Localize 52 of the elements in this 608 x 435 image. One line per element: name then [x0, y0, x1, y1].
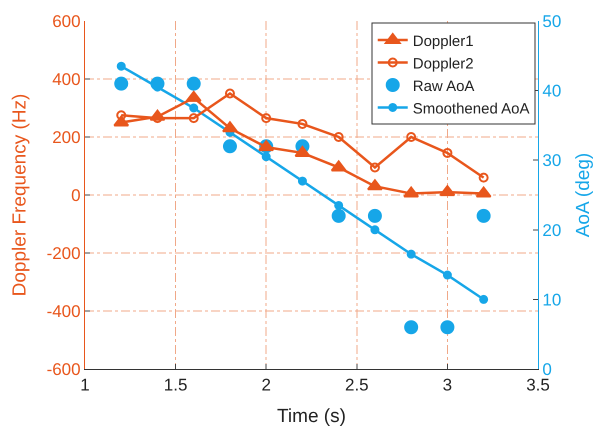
point — [332, 208, 346, 223]
point — [114, 76, 128, 91]
point — [442, 270, 452, 280]
legend-label: Doppler2 — [412, 55, 474, 72]
y2-axis-title: AoA (deg) — [573, 152, 594, 238]
y2-tick-label: 30 — [542, 151, 562, 170]
point — [186, 76, 201, 91]
x-tick-label: 3 — [442, 375, 452, 394]
x-axis-title: Time (s) — [277, 406, 346, 428]
x-tick-label: 2.5 — [344, 375, 369, 394]
point — [189, 104, 198, 112]
point — [406, 132, 416, 142]
y-tick-label: 200 — [52, 128, 81, 147]
point — [479, 294, 488, 304]
point — [116, 62, 126, 71]
y2-tick-label: 10 — [542, 290, 562, 310]
point — [262, 152, 271, 162]
point — [294, 146, 310, 157]
y2-tick-label: 40 — [542, 82, 562, 101]
y-tick-label: -200 — [46, 244, 81, 263]
y-tick-label: 600 — [52, 12, 81, 31]
point — [370, 162, 380, 172]
point — [334, 132, 344, 142]
legend-label: Smoothened AoA — [412, 100, 530, 118]
y-axis-title: Doppler Frequency (Hz) — [9, 94, 30, 296]
point — [440, 320, 454, 334]
legend-label: Raw AoA — [412, 78, 474, 95]
point — [368, 208, 382, 223]
x-tick-label: 1.5 — [164, 375, 188, 394]
point — [261, 113, 272, 124]
point — [406, 250, 416, 259]
point — [222, 139, 237, 154]
x-tick-label: 1 — [80, 375, 90, 394]
y-tick-label: 0 — [71, 186, 81, 205]
point — [404, 320, 418, 334]
y-tick-label: 400 — [52, 70, 81, 89]
y-tick-label: -600 — [46, 360, 81, 379]
point — [334, 200, 344, 210]
point — [370, 225, 380, 234]
y2-tick-label: 50 — [542, 12, 562, 31]
point — [298, 176, 307, 186]
legend-label: Doppler1 — [412, 32, 474, 50]
point — [297, 118, 308, 129]
x-tick-label: 2 — [261, 375, 271, 394]
point — [224, 88, 235, 98]
y-tick-label: -400 — [46, 302, 81, 321]
point — [476, 208, 491, 223]
point — [442, 148, 452, 158]
point — [222, 121, 238, 132]
y2-tick-label: 20 — [542, 220, 562, 240]
point — [478, 172, 489, 183]
point — [188, 113, 199, 124]
